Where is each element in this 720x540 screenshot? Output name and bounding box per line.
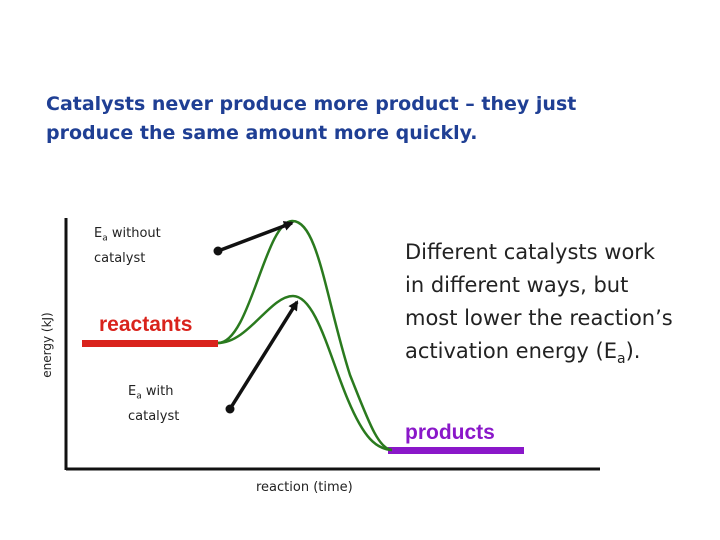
uncatalyzed-curve xyxy=(217,219,393,452)
reactants-level xyxy=(82,340,218,347)
headline-line-2: produce the same amount more quickly. xyxy=(46,122,478,144)
side-note-line-4: activation energy (Ea). xyxy=(405,339,641,368)
headline-line-1: Catalysts never produce more product – t… xyxy=(46,93,577,115)
ea-with-catalyst-label: Ea with catalyst xyxy=(128,384,180,424)
catalyzed-curve xyxy=(217,294,393,452)
y-axis-label: energy (kJ) xyxy=(40,312,54,378)
x-axis-label: reaction (time) xyxy=(256,480,353,495)
side-note: Different catalysts work in different wa… xyxy=(405,236,710,376)
side-note-line-2: in different ways, but xyxy=(405,273,629,297)
arrow-with-catalyst xyxy=(225,300,299,414)
products-label: products xyxy=(405,421,495,444)
arrow-without-catalyst xyxy=(213,221,294,256)
headline: Catalysts never produce more product – t… xyxy=(46,90,606,148)
reactants-label: reactants xyxy=(99,313,192,336)
products-level xyxy=(388,447,524,454)
side-note-line-3: most lower the reaction’s xyxy=(405,306,673,330)
side-note-line-1: Different catalysts work xyxy=(405,240,656,264)
ea-without-catalyst-label: Ea without catalyst xyxy=(94,226,161,266)
